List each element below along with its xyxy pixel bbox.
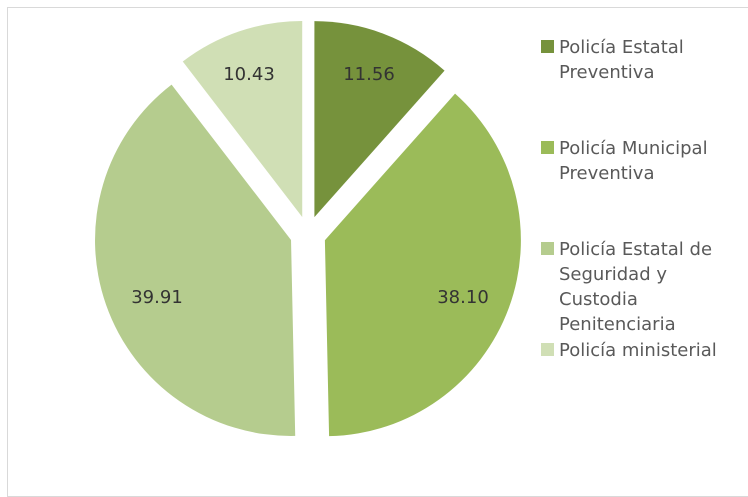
data-label: 11.56 bbox=[343, 64, 395, 85]
legend-label: Policía ministerial bbox=[559, 340, 717, 361]
data-labels: 11.56 38.10 39.91 10.43 bbox=[131, 64, 489, 308]
legend-label: Custodia bbox=[559, 289, 638, 310]
legend-item: Policía Municipal Preventiva bbox=[541, 138, 708, 184]
data-label: 38.10 bbox=[437, 287, 489, 308]
pie-slice bbox=[324, 93, 521, 437]
legend-swatch bbox=[541, 40, 554, 53]
legend-label: Policía Estatal bbox=[559, 37, 684, 58]
legend-item: Policía Estatal de Seguridad y Custodia Pen… bbox=[541, 239, 712, 335]
pie-slice bbox=[182, 20, 303, 217]
legend-label: Policía Municipal bbox=[559, 138, 708, 159]
legend-label: Seguridad y bbox=[559, 264, 667, 285]
legend-swatch bbox=[541, 343, 554, 356]
pie-slices bbox=[95, 20, 521, 437]
data-label: 39.91 bbox=[131, 287, 183, 308]
legend-label: Penitenciaria bbox=[559, 314, 676, 335]
pie-slice bbox=[314, 21, 445, 218]
legend-item: Policía Estatal Preventiva bbox=[541, 37, 684, 83]
data-label: 10.43 bbox=[223, 64, 275, 85]
legend-item: Policía ministerial bbox=[541, 340, 717, 361]
legend-label: Policía Estatal de bbox=[559, 239, 712, 260]
legend-swatch bbox=[541, 141, 554, 154]
legend-label: Preventiva bbox=[559, 163, 655, 184]
legend-swatch bbox=[541, 242, 554, 255]
legend-label: Preventiva bbox=[559, 62, 655, 83]
pie-chart: 11.56 38.10 39.91 10.43 Policía Estatal Prev… bbox=[95, 20, 717, 437]
pie-slice bbox=[95, 84, 296, 436]
